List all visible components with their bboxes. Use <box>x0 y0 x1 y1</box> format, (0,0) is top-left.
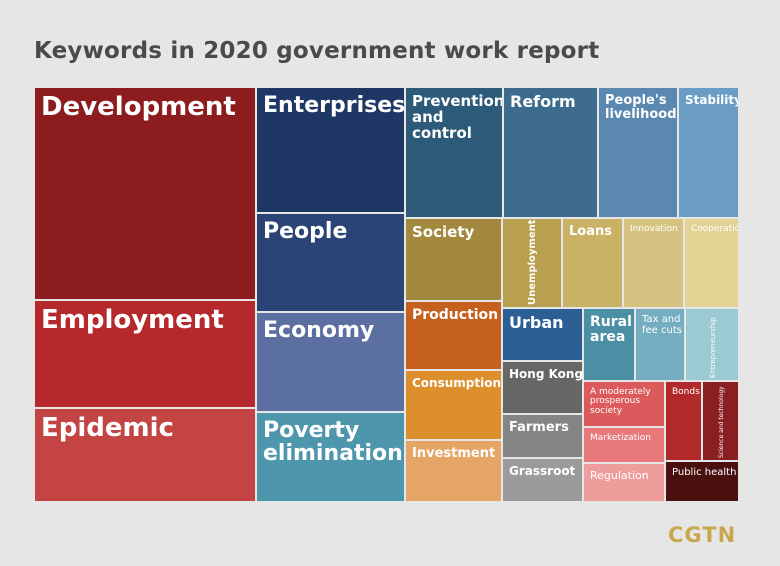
treemap-cell-a-moderately-prosperous-society: A moderately prosperous society <box>583 381 665 427</box>
treemap-label-tax-and-fee-cuts: Tax and fee cuts <box>642 314 682 336</box>
treemap-cell-enterprises: Enterprises <box>256 87 405 213</box>
treemap-cell-tax-and-fee-cuts: Tax and fee cuts <box>635 308 685 381</box>
cgtn-logo: CGTN <box>668 523 737 547</box>
treemap-cell-consumption: Consumption <box>405 370 502 440</box>
treemap-cell-production: Production <box>405 301 502 370</box>
treemap-label-a-moderately-prosperous-society: A moderately prosperous society <box>590 387 651 416</box>
treemap-label-prevention-and-control: Prevention and control <box>412 92 503 142</box>
treemap-label-regulation: Regulation <box>590 469 649 482</box>
treemap-label-epidemic: Epidemic <box>41 413 174 443</box>
treemap-label-stability: Stability <box>685 93 739 107</box>
treemap-label-consumption: Consumption <box>412 376 502 390</box>
treemap-label-production: Production <box>412 307 499 323</box>
treemap-cell-investment: Investment <box>405 440 502 502</box>
treemap-cell-unemployment: Unemployment <box>502 218 562 308</box>
treemap-label-grassroot: Grassroot <box>509 464 576 478</box>
treemap-label-bonds: Bonds <box>672 387 700 397</box>
treemap-label-reform: Reform <box>510 92 576 111</box>
treemap-cell-rural-area: Rural area <box>583 308 635 381</box>
treemap-label-unemployment: Unemployment <box>527 219 538 305</box>
treemap-cell-cooperation: Cooperation <box>684 218 739 308</box>
treemap-label-entrepreneurship: Entrepreneurship <box>709 317 717 378</box>
treemap-label-enterprises: Enterprises <box>263 93 405 118</box>
treemap-cell-prevention-and-control: Prevention and control <box>405 87 503 218</box>
treemap-label-public-health: Public health <box>672 467 737 478</box>
treemap-label-rural-area: Rural area <box>590 314 632 345</box>
treemap-cell-people: People <box>256 213 405 312</box>
treemap-label-marketization: Marketization <box>590 433 651 443</box>
treemap-cell-loans: Loans <box>562 218 623 308</box>
treemap-cell-society: Society <box>405 218 502 301</box>
treemap-cell-economy: Economy <box>256 312 405 412</box>
treemap-cell-stability: Stability <box>678 87 739 218</box>
treemap-cell-marketization: Marketization <box>583 427 665 463</box>
treemap-cell-urban: Urban <box>502 308 583 361</box>
treemap-label-poverty-elimination: Poverty elimination <box>263 418 403 467</box>
treemap-label-hong-kong: Hong Kong <box>509 367 583 381</box>
treemap-label-society: Society <box>412 223 475 241</box>
treemap-label-employment: Employment <box>41 305 224 335</box>
treemap-cell-poverty-elimination: Poverty elimination <box>256 412 405 502</box>
treemap-cell-regulation: Regulation <box>583 463 665 502</box>
treemap-label-science-and-technology: Science and technology <box>718 386 725 458</box>
treemap-cell-employment: Employment <box>34 300 256 408</box>
chart-title: Keywords in 2020 government work report <box>34 38 600 64</box>
treemap-label-investment: Investment <box>412 446 496 461</box>
treemap-cell-epidemic: Epidemic <box>34 408 256 502</box>
treemap-cell-farmers: Farmers <box>502 414 583 458</box>
treemap-label-urban: Urban <box>509 313 564 332</box>
treemap-cell-development: Development <box>34 87 256 300</box>
treemap-label-development: Development <box>41 92 236 122</box>
treemap-cell-bonds: Bonds <box>665 381 702 461</box>
treemap-cell-hong-kong: Hong Kong <box>502 361 583 414</box>
treemap-label-loans: Loans <box>569 224 612 239</box>
treemap-label-people-s-livelihood: People's livelihood <box>605 93 677 122</box>
treemap-cell-entrepreneurship: Entrepreneurship <box>685 308 739 381</box>
treemap-label-innovation: Innovation <box>630 224 678 234</box>
treemap-label-cooperation: Cooperation <box>691 224 738 234</box>
treemap-cell-public-health: Public health <box>665 461 739 502</box>
treemap-label-economy: Economy <box>263 318 375 343</box>
treemap-cell-people-s-livelihood: People's livelihood <box>598 87 678 218</box>
treemap-cell-reform: Reform <box>503 87 598 218</box>
treemap-cell-grassroot: Grassroot <box>502 458 583 502</box>
treemap-cell-innovation: Innovation <box>623 218 684 308</box>
treemap-cell-science-and-technology: Science and technology <box>702 381 739 461</box>
treemap-label-farmers: Farmers <box>509 420 569 435</box>
treemap-label-people: People <box>263 219 348 244</box>
